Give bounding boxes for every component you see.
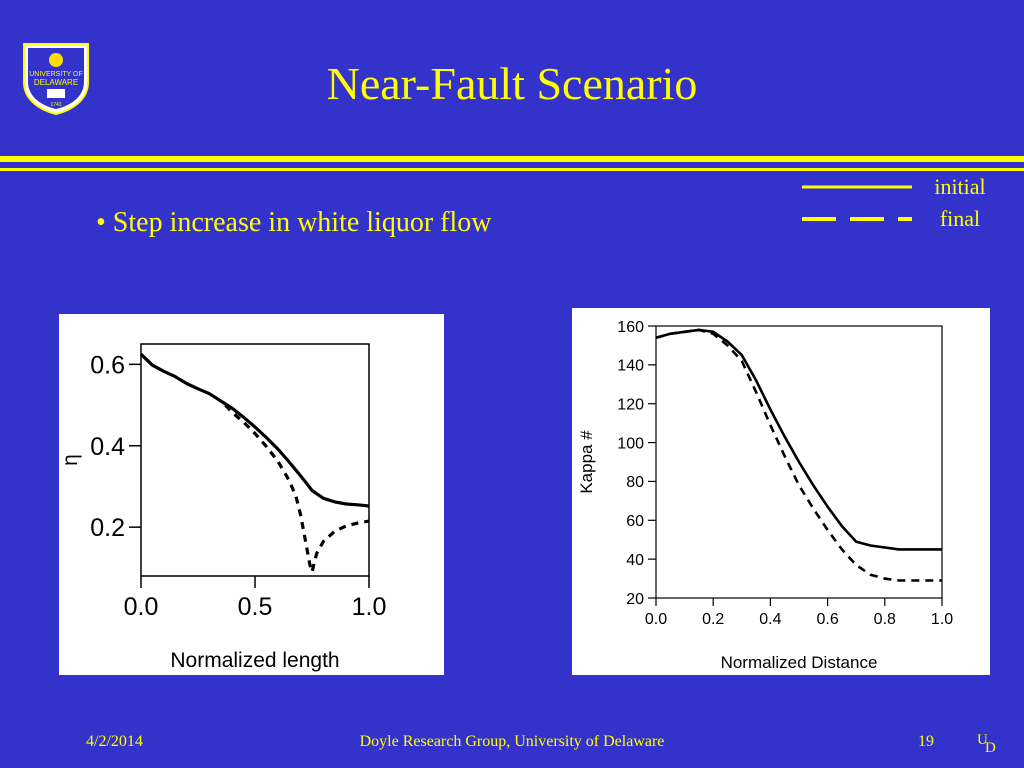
footer-logo-d: D — [985, 740, 996, 756]
right-chart-ytick-label: 140 — [617, 358, 644, 375]
right-chart-xtick-label: 1.0 — [931, 611, 953, 628]
left-chart-xtick-label: 0.5 — [238, 593, 273, 621]
left-chart-ytick-label: 0.6 — [90, 351, 125, 379]
left-chart-x-axis-label: Normalized length — [170, 649, 339, 672]
right-chart-xtick-label: 0.6 — [816, 611, 838, 628]
footer-logo-u: U — [977, 732, 988, 748]
logo-book-icon — [47, 89, 65, 98]
legend: initial final — [802, 174, 986, 231]
right-chart-series-initial — [655, 328, 942, 551]
right-chart-xtick-label: 0.4 — [759, 611, 781, 628]
right-chart-ytick-label: 80 — [626, 474, 644, 491]
right-chart-xtick-label: 0.0 — [645, 611, 667, 628]
right-chart-ytick-label: 100 — [617, 435, 644, 452]
left-chart-xtick-label: 1.0 — [352, 593, 387, 621]
left-chart-series-final — [224, 404, 370, 574]
footer-ud-logo: U D — [977, 732, 996, 756]
university-logo: UNIVERSITY OF DELAWARE 1743 — [23, 43, 89, 116]
right-chart-panel: 20 40 60 80 100 120 140 160 0.0 0.2 0.4 0.6 0.8 1.0 No… — [572, 308, 990, 675]
right-chart-ytick-label: 60 — [626, 513, 644, 530]
footer-date: 4/2/2014 — [86, 733, 143, 750]
left-chart-ytick-label: 0.4 — [90, 433, 125, 461]
right-chart-xtick-label: 0.8 — [874, 611, 896, 628]
legend-initial-label: initial — [934, 174, 985, 199]
left-chart: 0.2 0.4 0.6 0.0 0.5 1.0 Normalized length η — [59, 343, 387, 672]
right-chart-xtick-label: 0.2 — [702, 611, 724, 628]
left-chart-series-initial — [139, 353, 370, 508]
left-chart-ytick-label: 0.2 — [90, 514, 125, 542]
right-chart-series-final — [655, 328, 942, 582]
right-chart-y-axis-label: Kappa # — [577, 430, 596, 494]
left-chart-xtick-label: 0.0 — [124, 593, 159, 621]
slide-title: Near-Fault Scenario — [326, 58, 698, 109]
right-chart-ytick-label: 160 — [617, 319, 644, 336]
logo-text-top: UNIVERSITY OF — [29, 71, 83, 78]
logo-text-bottom: DELAWARE — [34, 78, 78, 87]
left-chart-panel: 0.2 0.4 0.6 0.0 0.5 1.0 Normalized length η — [59, 314, 444, 675]
title-rule-thin — [0, 168, 1024, 171]
right-chart-plot-frame — [655, 325, 943, 599]
footer-center-text: Doyle Research Group, University of Dela… — [359, 733, 665, 750]
right-chart-ytick-label: 40 — [626, 552, 644, 569]
right-chart-ytick-label: 20 — [626, 591, 644, 608]
footer-page-number: 19 — [918, 733, 934, 750]
bullet-point: • Step increase in white liquor flow — [96, 207, 492, 238]
logo-shield-inner — [28, 48, 84, 109]
right-chart-x-axis-label: Normalized Distance — [721, 653, 878, 672]
title-rule-thick — [0, 156, 1024, 162]
left-chart-plot-frame — [140, 343, 370, 577]
right-chart-ytick-label: 120 — [617, 396, 644, 413]
left-chart-y-axis-label: η — [59, 454, 82, 466]
logo-year: 1743 — [50, 102, 61, 108]
right-chart: 20 40 60 80 100 120 140 160 0.0 0.2 0.4 0.6 0.8 1.0 No… — [577, 319, 953, 672]
logo-sun-icon — [49, 53, 63, 67]
legend-final-label: final — [940, 206, 980, 231]
